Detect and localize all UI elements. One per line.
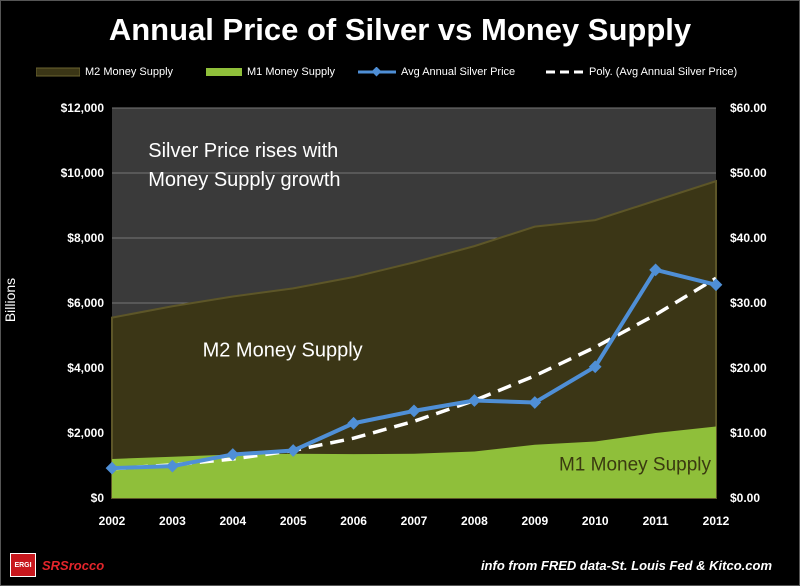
x-tick-label: 2006 xyxy=(340,514,367,528)
silver-marker xyxy=(166,459,179,473)
x-tick-label: 2009 xyxy=(521,514,548,528)
legend: M2 Money Supply M1 Money Supply Avg Annu… xyxy=(0,66,800,86)
annotation-text: M2 Money Supply xyxy=(203,340,363,362)
legend-label-trend: Poly. (Avg Annual Silver Price) xyxy=(589,66,738,78)
y-tick-label: $8,000 xyxy=(67,231,104,245)
legend-item-silver: Avg Annual Silver Price xyxy=(358,66,515,78)
trend-line xyxy=(111,276,717,471)
legend-label-m1: M1 Money Supply xyxy=(247,66,336,78)
legend-swatch-m2 xyxy=(36,67,80,77)
x-tick-label: 2010 xyxy=(582,514,609,528)
silver-marker xyxy=(407,404,421,418)
x-tick-label: 2011 xyxy=(643,514,669,528)
legend-item-trend: Poly. (Avg Annual Silver Price) xyxy=(546,66,737,78)
x-tick-label: 2008 xyxy=(461,514,488,528)
annotations: Silver Price rises with Money Supply grow… xyxy=(148,140,711,476)
source-note: info from FRED data-St. Louis Fed & Kitc… xyxy=(480,558,772,573)
y2-tick-label: $0.00 xyxy=(730,491,760,505)
m2-area xyxy=(111,179,717,499)
y2-tick-label: $60.00 xyxy=(730,101,767,115)
silver-marker xyxy=(286,444,300,457)
logo-text: SRSrocco xyxy=(42,557,105,573)
m1-area xyxy=(112,426,716,498)
x-tick-label: 2007 xyxy=(401,514,428,528)
legend-swatch-silver xyxy=(358,67,396,77)
x-tick-label: 2003 xyxy=(159,514,186,528)
y2-tick-label: $40.00 xyxy=(730,231,767,245)
y-tick-labels: $0 $2,000 $4,000 $6,000 $8,000 $10,000 $12,000 xyxy=(61,101,105,505)
logo-badge: ERGI xyxy=(10,553,36,577)
legend-item-m2: M2 Money Supply xyxy=(36,66,173,78)
legend-label-m2: M2 Money Supply xyxy=(85,66,174,78)
legend-item-m1: M1 Money Supply xyxy=(206,66,335,78)
legend-swatch-trend xyxy=(546,70,584,74)
x-tick-label: 2004 xyxy=(219,514,246,528)
y-tick-label: $4,000 xyxy=(67,361,104,375)
x-tick-label: 2002 xyxy=(99,514,126,528)
y-tick-label: $0 xyxy=(91,491,105,505)
y-tick-label: $12,000 xyxy=(61,101,105,115)
x-tick-label: 2012 xyxy=(703,514,730,528)
y2-tick-label: $10.00 xyxy=(730,426,767,440)
silver-marker xyxy=(226,448,240,461)
silver-marker xyxy=(347,416,360,430)
chart-title: Annual Price of Silver vs Money Supply xyxy=(108,12,692,47)
legend-swatch-m1 xyxy=(206,68,242,76)
y2-tick-labels: $0.00 $10.00 $20.00 $30.00 $40.00 $50.00 $60.0… xyxy=(730,101,767,505)
x-tick-label: 2005 xyxy=(280,514,307,528)
y2-tick-label: $30.00 xyxy=(730,296,767,310)
logo: ERGI SRSrocco xyxy=(10,553,104,577)
y2-tick-label: $50.00 xyxy=(730,166,767,180)
y2-tick-label: $20.00 xyxy=(730,361,767,375)
x-tick-labels: 2002 2003 2004 2005 2006 2007 2008 2009 2010 2011… xyxy=(99,514,730,528)
legend-label-silver: Avg Annual Silver Price xyxy=(401,66,516,78)
annotation-text: Money Supply growth xyxy=(148,169,340,191)
y-tick-label: $6,000 xyxy=(67,296,104,310)
y-tick-label: $2,000 xyxy=(67,426,104,440)
y-tick-label: $10,000 xyxy=(61,166,105,180)
silver-marker xyxy=(468,394,481,407)
annotation-text: Silver Price rises with xyxy=(148,140,338,162)
silver-marker xyxy=(105,461,119,475)
annotation-text: M1 Money Supply xyxy=(559,454,712,475)
